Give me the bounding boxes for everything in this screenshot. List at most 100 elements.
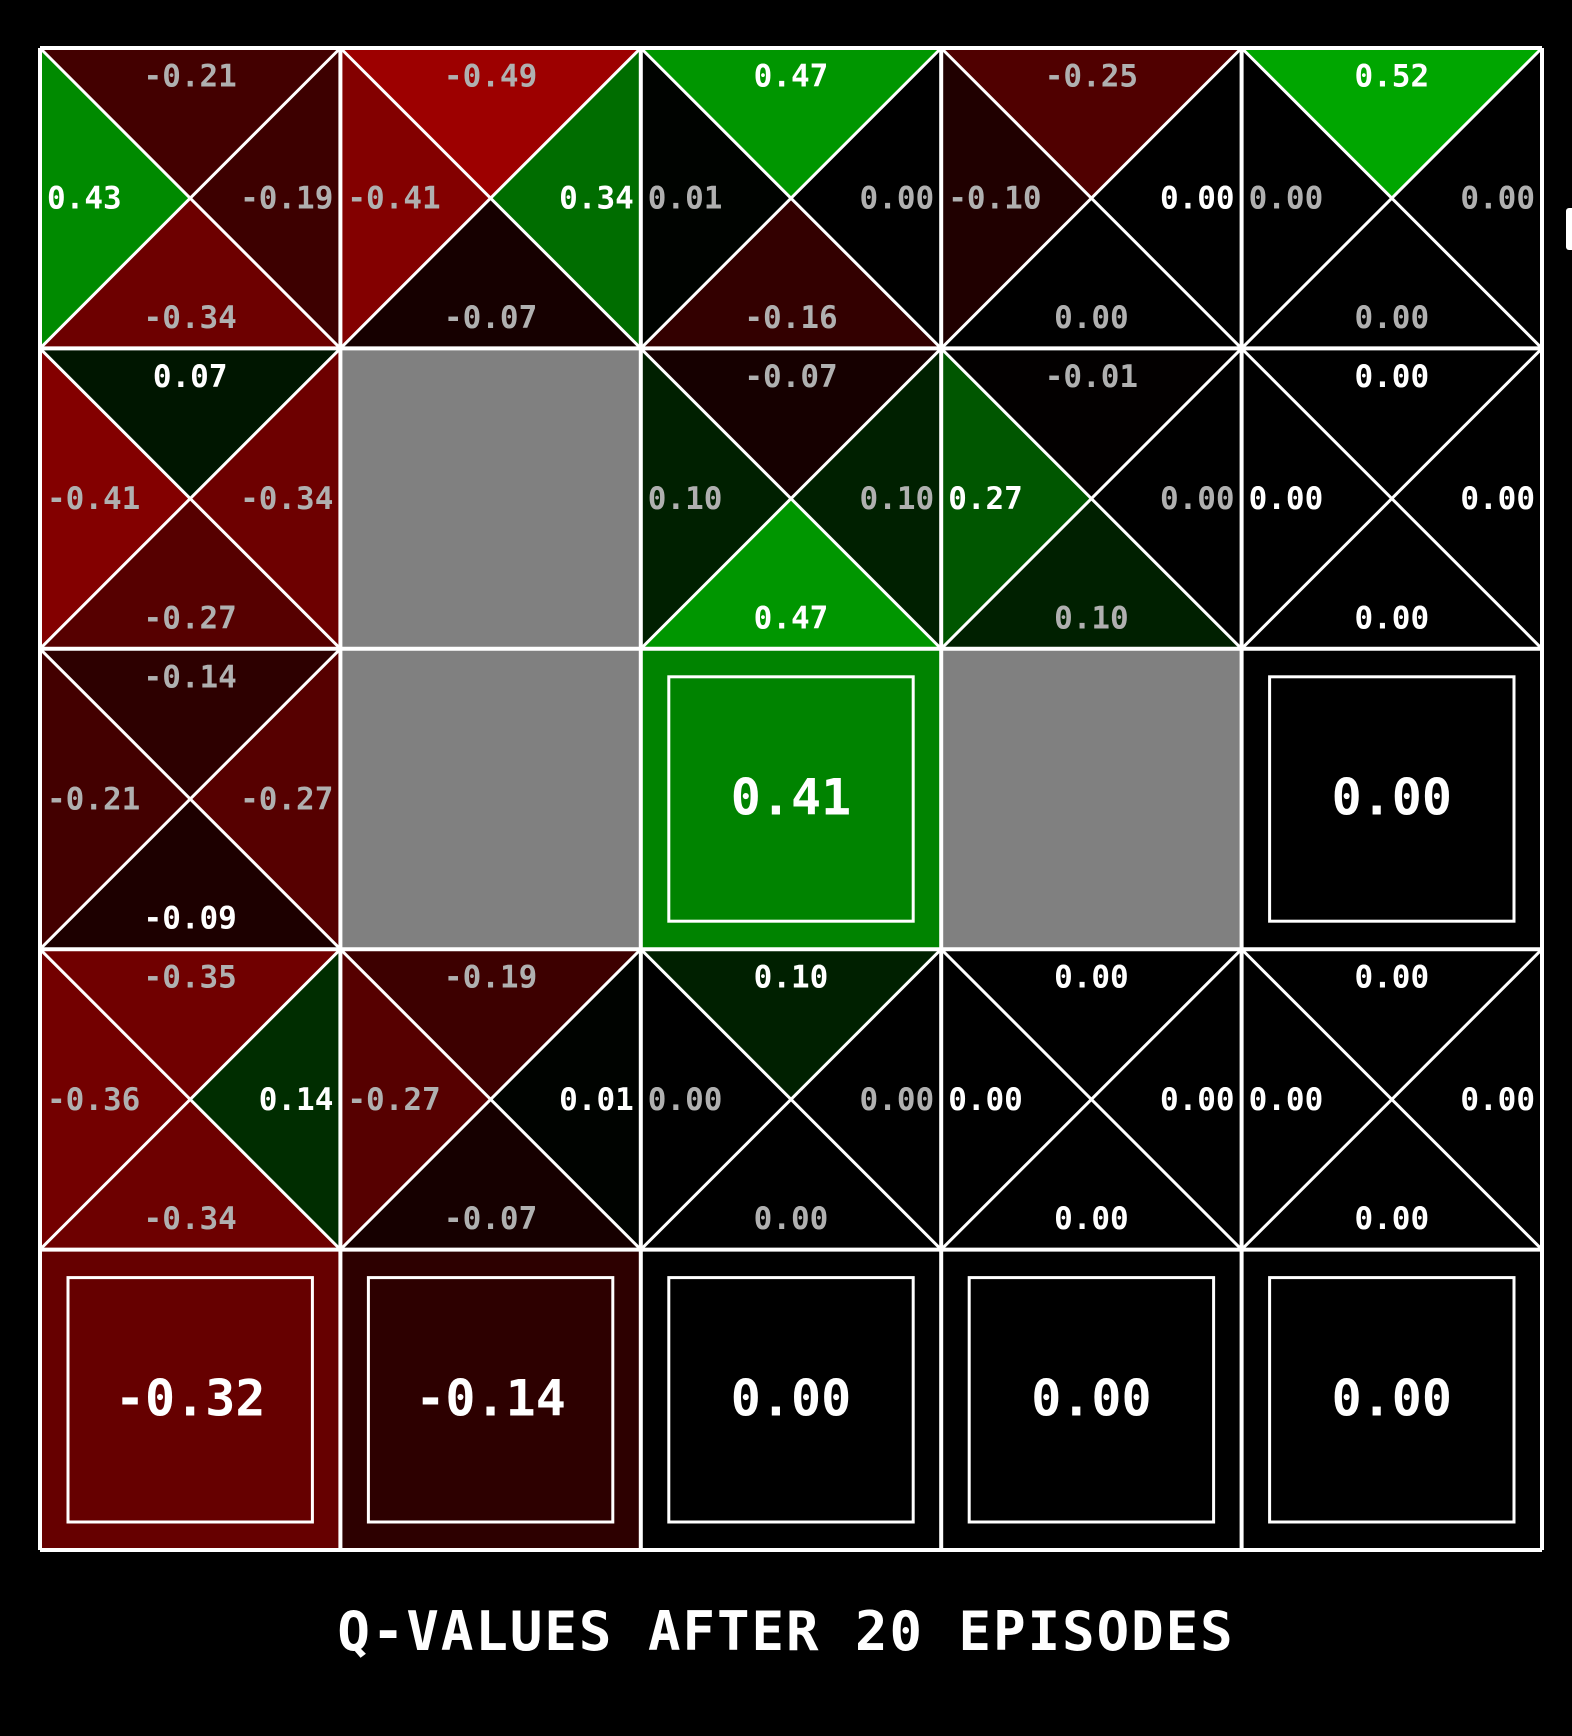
q-value-west: 0.01 <box>648 181 723 217</box>
q-value-south: -0.16 <box>744 300 837 336</box>
exit-inner-frame <box>1268 1276 1516 1524</box>
q-triangle-south <box>941 198 1242 349</box>
grid-cell-r1-c2: -0.07 0.47 0.10 0.10 <box>639 347 943 650</box>
q-value-south: 0.00 <box>1354 1201 1429 1237</box>
exit-inner-frame <box>66 1276 314 1524</box>
q-value-north: 0.07 <box>153 359 228 395</box>
q-value-south: -0.07 <box>444 300 537 336</box>
exit-value: -0.14 <box>415 1369 566 1427</box>
q-value-south: -0.34 <box>144 300 237 336</box>
grid-cell-r2-c3 <box>941 648 1242 950</box>
q-value-west: 0.00 <box>1249 481 1324 517</box>
q-value-west: 0.43 <box>47 181 122 217</box>
q-triangle-west <box>40 648 191 950</box>
diagonal-line <box>639 46 943 350</box>
q-value-north: 0.10 <box>754 960 829 996</box>
q-triangle-west <box>941 348 1092 649</box>
exit-cell-fill <box>1241 1249 1542 1550</box>
q-triangle-south <box>40 799 341 950</box>
diagonal-line <box>38 948 342 1251</box>
q-value-north: 0.00 <box>1354 359 1429 395</box>
diagonal-line <box>639 948 943 1251</box>
exit-cell-fill <box>340 1249 641 1550</box>
grid-cell-r3-c0: -0.35 -0.34 -0.36 0.14 <box>38 948 342 1251</box>
q-triangle-north <box>1241 348 1542 499</box>
q-value-north: -0.14 <box>144 659 237 695</box>
grid-cell-r4-c1: -0.14 <box>340 1249 641 1550</box>
q-triangle-north <box>40 348 341 499</box>
grid-cell-r2-c0: -0.14 -0.09 -0.21 -0.27 <box>38 647 342 951</box>
q-value-south: -0.34 <box>144 1201 237 1237</box>
q-value-north: -0.35 <box>144 960 237 996</box>
q-triangle-south <box>640 498 942 649</box>
exit-cell-fill <box>40 1249 341 1550</box>
q-value-west: -0.41 <box>347 181 440 217</box>
q-value-south: 0.00 <box>1354 300 1429 336</box>
q-value-north: 0.52 <box>1354 59 1429 95</box>
q-value-north: -0.19 <box>444 960 537 996</box>
q-triangle-east <box>1391 48 1542 349</box>
q-triangle-south <box>941 498 1242 649</box>
diagonal-line <box>339 46 642 350</box>
scroll-edge-marker <box>1566 208 1572 250</box>
diagonal-line <box>38 647 342 951</box>
q-value-south: -0.07 <box>444 1201 537 1237</box>
q-value-north: -0.01 <box>1045 359 1138 395</box>
grid-cell-r0-c0: -0.21 -0.34 0.43 -0.19 <box>38 46 342 350</box>
grid-cell-r3-c4: 0.00 0.00 0.00 0.00 <box>1240 948 1544 1251</box>
exit-inner-frame <box>967 1276 1216 1524</box>
q-triangle-east <box>1391 348 1542 649</box>
q-triangle-north <box>941 348 1242 499</box>
q-value-east: 0.34 <box>559 181 634 217</box>
grid-cell-r2-c2: 0.41 <box>640 648 942 950</box>
grid-cell-r1-c0: 0.07 -0.27 -0.41 -0.34 <box>38 347 342 650</box>
grid-cell-r1-c3: -0.01 0.10 0.27 0.00 <box>940 347 1243 650</box>
q-triangle-north <box>340 949 641 1100</box>
diagonal-line <box>940 948 1243 1251</box>
q-triangle-south <box>640 1099 942 1250</box>
diagonal-line <box>38 347 342 650</box>
wall-cell <box>340 348 641 649</box>
q-triangle-south <box>1241 498 1542 649</box>
q-triangle-north <box>40 949 341 1100</box>
q-value-east: 0.00 <box>1160 181 1235 217</box>
diagonal-line <box>339 948 642 1251</box>
exit-cell-fill <box>640 1249 942 1550</box>
q-value-south: 0.00 <box>1354 600 1429 636</box>
q-triangle-south <box>40 1099 341 1250</box>
q-triangle-east <box>1391 949 1542 1250</box>
q-value-north: 0.00 <box>1354 960 1429 996</box>
grid-cell-r4-c2: 0.00 <box>640 1249 942 1550</box>
q-value-east: -0.27 <box>240 782 333 818</box>
q-value-east: 0.00 <box>1460 1082 1535 1118</box>
q-triangle-north <box>640 348 942 499</box>
wall-cell <box>340 648 641 950</box>
exit-value: 0.00 <box>1332 769 1452 827</box>
grid-cell-r3-c2: 0.10 0.00 0.00 0.00 <box>639 948 943 1251</box>
exit-inner-frame <box>1268 675 1516 923</box>
q-triangle-west <box>640 949 791 1250</box>
q-value-east: 0.14 <box>259 1082 334 1118</box>
q-triangle-north <box>340 48 641 199</box>
q-triangle-south <box>40 498 341 649</box>
q-value-east: 0.10 <box>860 481 935 517</box>
q-value-east: -0.19 <box>240 181 333 217</box>
q-triangle-north <box>1241 48 1542 199</box>
q-triangle-north <box>941 48 1242 199</box>
q-triangle-north <box>1241 949 1542 1100</box>
q-triangle-north <box>640 48 942 199</box>
grid-cell-r0-c3: -0.25 0.00 -0.10 0.00 <box>940 46 1243 350</box>
q-triangle-south <box>941 1099 1242 1250</box>
q-triangle-west <box>941 48 1092 349</box>
exit-value: 0.00 <box>1332 1369 1452 1427</box>
q-triangle-west <box>1241 348 1392 649</box>
q-value-east: -0.34 <box>240 481 333 517</box>
q-value-north: 0.00 <box>1054 960 1129 996</box>
grid-cell-r4-c0: -0.32 <box>40 1249 341 1550</box>
grid-cell-r1-c4: 0.00 0.00 0.00 0.00 <box>1240 347 1544 650</box>
q-triangle-west <box>1241 949 1392 1250</box>
q-triangle-west <box>40 949 191 1250</box>
exit-cell-fill <box>1241 648 1542 950</box>
q-value-west: 0.00 <box>1249 1082 1324 1118</box>
q-triangle-east <box>190 348 341 649</box>
